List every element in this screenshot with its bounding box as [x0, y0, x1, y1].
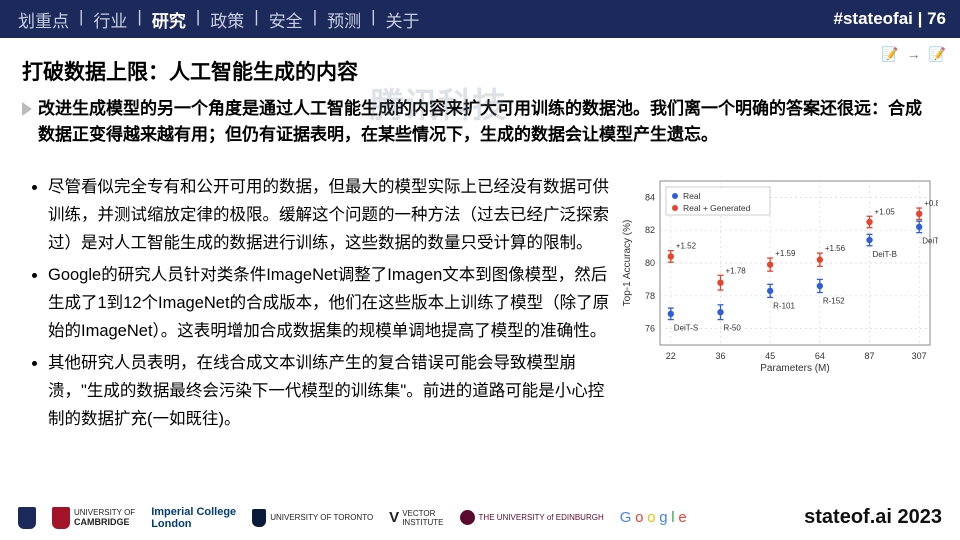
svg-text:Real + Generated: Real + Generated: [683, 203, 751, 213]
svg-text:+1.52: +1.52: [676, 241, 697, 250]
nav-item[interactable]: 政策: [206, 7, 248, 32]
svg-text:80: 80: [645, 258, 655, 268]
svg-text:+1.05: +1.05: [875, 207, 896, 216]
bullet-item: 其他研究人员表明，在线合成文本训练产生的复合错误可能会导致模型崩溃，"生成的数据…: [48, 349, 610, 433]
svg-text:R-152: R-152: [823, 296, 845, 305]
nav-item[interactable]: 关于: [382, 7, 424, 32]
bullet-list: 尽管看似完全专有和公开可用的数据，但最大的模型实际上已经没有数据可供训练，并测试…: [22, 173, 618, 437]
svg-text:87: 87: [865, 351, 875, 361]
top-nav-bar: 划重点|行业|研究|政策|安全|预测|关于 #stateofai | 76: [0, 0, 960, 38]
google-logo: Google: [620, 509, 687, 526]
svg-text:76: 76: [645, 323, 655, 333]
svg-text:36: 36: [715, 351, 725, 361]
svg-text:22: 22: [666, 351, 676, 361]
slide-hashtag: #stateofai | 76: [834, 9, 946, 29]
nav-separator: |: [248, 7, 264, 32]
oxford-logo: [18, 507, 36, 529]
svg-text:Top-1 Accuracy (%): Top-1 Accuracy (%): [622, 219, 633, 306]
accuracy-chart: 76 78 80 82 84 22 36 45 64 87 307 Parameters (M) Top…: [618, 173, 938, 373]
nav-item[interactable]: 行业: [89, 7, 131, 32]
slide-title: 打破数据上限：人工智能生成的内容: [22, 56, 938, 86]
svg-text:DeiT-L: DeiT-L: [922, 236, 938, 245]
bullet-item: Google的研究人员针对类条件ImageNet调整了Imagen文本到图像模型…: [48, 261, 610, 345]
svg-text:64: 64: [815, 351, 825, 361]
svg-text:+1.56: +1.56: [825, 244, 846, 253]
nav-separator: |: [131, 7, 147, 32]
vector-logo: VVECTORINSTITUTE: [389, 509, 443, 527]
triangle-bullet-icon: [22, 102, 32, 116]
footer: UNIVERSITY OFCAMBRIDGE Imperial CollegeL…: [0, 506, 960, 530]
toronto-logo: UNIVERSITY OF TORONTO: [252, 509, 373, 527]
svg-text:+1.59: +1.59: [775, 249, 796, 258]
svg-text:84: 84: [645, 192, 655, 202]
svg-text:78: 78: [645, 290, 655, 300]
nav-separator: |: [307, 7, 323, 32]
svg-text:DeiT-S: DeiT-S: [674, 323, 698, 332]
svg-text:DeiT-B: DeiT-B: [873, 249, 897, 258]
nav-tabs: 划重点|行业|研究|政策|安全|预测|关于: [14, 7, 424, 32]
svg-text:+0.83: +0.83: [924, 199, 938, 208]
lead-paragraph: 改进生成模型的另一个角度是通过人工智能生成的内容来扩大可用训练的数据池。我们离一…: [38, 96, 938, 149]
svg-text:R-50: R-50: [723, 323, 741, 332]
nav-item[interactable]: 研究: [148, 7, 190, 32]
notepad-icon: 📝: [929, 46, 946, 62]
nav-separator: |: [73, 7, 89, 32]
arrow-icon: →: [907, 46, 921, 62]
stateof-label: stateof.ai 2023: [804, 506, 942, 529]
notepad-icon: 📝: [881, 46, 898, 62]
nav-item[interactable]: 预测: [323, 7, 365, 32]
nav-separator: |: [365, 7, 381, 32]
edinburgh-logo: THE UNIVERSITY of EDINBURGH: [460, 510, 604, 525]
svg-text:R-101: R-101: [773, 301, 795, 310]
svg-text:Real: Real: [683, 191, 701, 201]
svg-text:307: 307: [912, 351, 927, 361]
nav-separator: |: [190, 7, 206, 32]
imperial-logo: Imperial CollegeLondon: [151, 506, 236, 530]
logo-row: UNIVERSITY OFCAMBRIDGE Imperial CollegeL…: [18, 506, 686, 530]
top-icons: 📝 → 📝: [877, 46, 946, 63]
svg-text:45: 45: [765, 351, 775, 361]
svg-text:Parameters (M): Parameters (M): [760, 363, 829, 373]
nav-item[interactable]: 安全: [265, 7, 307, 32]
svg-text:82: 82: [645, 225, 655, 235]
cambridge-logo: UNIVERSITY OFCAMBRIDGE: [52, 507, 135, 529]
bullet-item: 尽管看似完全专有和公开可用的数据，但最大的模型实际上已经没有数据可供训练，并测试…: [48, 173, 610, 257]
svg-text:+1.78: +1.78: [725, 266, 746, 275]
nav-item[interactable]: 划重点: [14, 7, 73, 32]
